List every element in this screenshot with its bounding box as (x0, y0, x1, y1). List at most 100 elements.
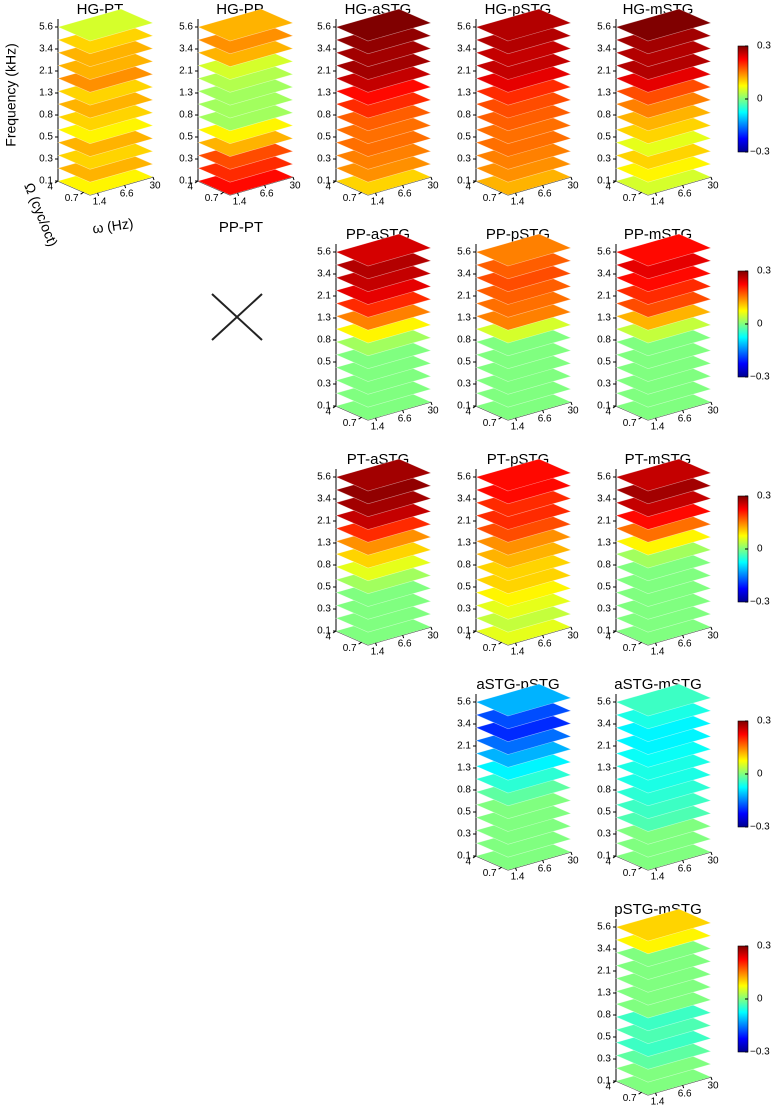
rate-tick (710, 851, 713, 856)
y-tick-label: 0.5 (457, 132, 471, 143)
rate-tick-label: 1.4 (651, 1096, 665, 1107)
rate-tick-label: 6.6 (678, 189, 692, 200)
colorbar-tick-label: −0.3 (750, 1047, 770, 1058)
rate-tick-label: 1.4 (511, 646, 525, 657)
rate-tick-label: 30 (707, 1081, 719, 1092)
y-tick-label: 5.6 (597, 922, 611, 933)
rate-tick (515, 642, 518, 646)
slice (615, 683, 712, 717)
omega-tick (498, 641, 502, 645)
rate-tick-label: 6.6 (538, 189, 552, 200)
y-tick-label: 0.5 (39, 132, 53, 143)
y-tick-label: 1.3 (457, 313, 471, 324)
y-tick-label: 1.3 (317, 88, 331, 99)
y-tick-label: 2.1 (597, 66, 611, 77)
omega-tick (194, 180, 199, 184)
rate-tick-label: 30 (427, 181, 439, 192)
omega-tick (358, 191, 362, 195)
rate-tick-label: 6.6 (260, 189, 274, 200)
y-tick-label: 5.6 (317, 22, 331, 33)
omega-tick (638, 1091, 642, 1095)
rate-tick-label: 30 (567, 631, 579, 642)
omega-tick-label: 4 (605, 182, 611, 193)
omega-tick (498, 191, 502, 195)
y-tick-label: 1.3 (317, 313, 331, 324)
y-tick-label: 3.4 (317, 269, 331, 280)
colorbar-tick-label: 0.3 (757, 491, 771, 502)
rate-tick (542, 184, 545, 189)
colorbar-tick-label: 0.3 (757, 41, 771, 52)
y-tick-label: 0.5 (457, 357, 471, 368)
y-tick-label: 0.8 (457, 110, 471, 121)
rate-tick-label: 30 (707, 631, 719, 642)
y-tick-label: 0.8 (317, 560, 331, 571)
slice (475, 683, 572, 717)
y-tick-label: 0.1 (597, 1076, 611, 1087)
y-tick-label: 0.5 (597, 582, 611, 593)
y-tick-label: 0.1 (457, 176, 471, 187)
colorbar-tick-label: 0 (757, 769, 763, 780)
y-tick-label: 0.3 (457, 379, 471, 390)
rate-tick (570, 401, 573, 406)
rate-tick (515, 417, 518, 421)
y-tick-label: 5.6 (39, 22, 53, 33)
y-tick-label: 0.1 (597, 401, 611, 412)
omega-tick (612, 855, 617, 859)
rate-tick-label: 30 (707, 181, 719, 192)
y-tick-label: 0.8 (317, 335, 331, 346)
y-tick-label: 0.3 (179, 154, 193, 165)
omega-tick-label: 4 (465, 182, 471, 193)
rate-tick (515, 867, 518, 871)
rate-tick (682, 184, 685, 189)
colorbar-tick-label: −0.3 (750, 822, 770, 833)
rate-tick-label: 1.4 (651, 196, 665, 207)
omega-tick (638, 641, 642, 645)
y-tick-label: 0.8 (457, 560, 471, 571)
omega-tick (612, 630, 617, 634)
rate-tick-label: 6.6 (538, 414, 552, 425)
y-tick-label: 0.1 (597, 851, 611, 862)
y-tick-label: 1.3 (457, 88, 471, 99)
y-tick-label: 0.3 (317, 604, 331, 615)
y-tick-label: 1.3 (597, 88, 611, 99)
omega-tick (638, 416, 642, 420)
rate-tick-label: 1.4 (371, 421, 385, 432)
omega-tick-label: 0.7 (623, 1093, 637, 1104)
omega-tick (638, 866, 642, 870)
y-tick-label: 0.3 (317, 379, 331, 390)
omega-tick-label: 4 (465, 632, 471, 643)
y-tick-label: 0.1 (317, 176, 331, 187)
rate-tick-label: 30 (427, 631, 439, 642)
y-tick-label: 0.3 (39, 154, 53, 165)
slice (615, 233, 712, 267)
omega-tick (80, 191, 84, 195)
colorbar-tick-label: −0.3 (750, 372, 770, 383)
y-tick-label: 0.3 (597, 154, 611, 165)
y-tick-label: 2.1 (597, 966, 611, 977)
y-tick-label: 5.6 (317, 472, 331, 483)
rate-tick (152, 176, 155, 181)
y-tick-label: 0.5 (457, 582, 471, 593)
y-tick-label: 0.3 (597, 604, 611, 615)
rate-tick-label: 1.4 (371, 646, 385, 657)
rate-tick (375, 192, 378, 196)
omega-tick-label: 4 (325, 407, 331, 418)
y-tick-label: 1.3 (597, 988, 611, 999)
omega-tick (472, 405, 477, 409)
y-tick-label: 0.5 (597, 132, 611, 143)
omega-tick (358, 416, 362, 420)
omega-tick-label: 4 (325, 182, 331, 193)
rate-tick (542, 634, 545, 639)
y-tick-label: 0.8 (457, 785, 471, 796)
rate-tick (515, 192, 518, 196)
y-tick-label: 1.3 (597, 538, 611, 549)
y-tick-label: 0.3 (457, 829, 471, 840)
y-tick-label: 0.1 (457, 626, 471, 637)
omega-tick (332, 180, 337, 184)
y-tick-label: 1.3 (317, 538, 331, 549)
omega-tick-label: 4 (325, 632, 331, 643)
y-tick-label: 3.4 (597, 44, 611, 55)
omega-tick-label: 4 (605, 407, 611, 418)
rate-tick-label: 30 (707, 856, 719, 867)
slice (335, 8, 432, 42)
